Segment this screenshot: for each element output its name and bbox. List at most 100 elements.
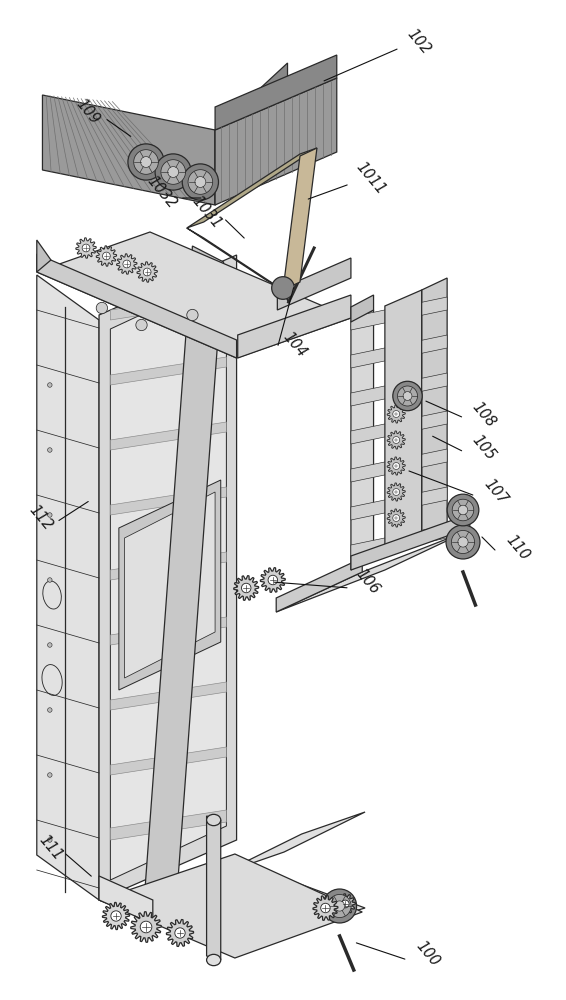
Polygon shape [207, 816, 221, 960]
Polygon shape [166, 920, 194, 946]
Circle shape [123, 260, 131, 268]
Text: 109: 109 [73, 97, 102, 127]
Polygon shape [37, 254, 237, 358]
Polygon shape [387, 457, 405, 475]
Circle shape [82, 244, 90, 252]
Polygon shape [110, 487, 226, 515]
Polygon shape [283, 148, 317, 290]
Polygon shape [99, 854, 362, 958]
Polygon shape [99, 255, 237, 900]
Polygon shape [351, 373, 447, 406]
Circle shape [140, 157, 152, 167]
Circle shape [393, 489, 400, 495]
Circle shape [272, 277, 294, 299]
Polygon shape [351, 487, 447, 520]
Polygon shape [42, 95, 215, 205]
Polygon shape [37, 275, 99, 900]
Polygon shape [229, 918, 284, 948]
Circle shape [155, 154, 191, 190]
Circle shape [134, 150, 158, 174]
Polygon shape [125, 492, 215, 678]
Polygon shape [351, 411, 447, 444]
Circle shape [48, 383, 52, 387]
Polygon shape [110, 275, 226, 880]
Polygon shape [37, 232, 351, 358]
Circle shape [341, 900, 349, 908]
Text: 1011: 1011 [353, 159, 388, 197]
Polygon shape [385, 290, 422, 554]
Polygon shape [117, 254, 137, 274]
Circle shape [175, 928, 185, 938]
Polygon shape [187, 148, 317, 228]
Polygon shape [137, 262, 157, 282]
Text: 111: 111 [36, 833, 66, 863]
Polygon shape [110, 552, 226, 580]
Polygon shape [260, 568, 285, 592]
Circle shape [48, 578, 52, 582]
Circle shape [242, 583, 251, 593]
Ellipse shape [207, 954, 221, 966]
Ellipse shape [207, 814, 221, 826]
Polygon shape [215, 55, 337, 130]
Text: 100: 100 [413, 939, 442, 969]
Circle shape [48, 773, 52, 777]
Circle shape [397, 386, 418, 406]
Polygon shape [119, 480, 221, 690]
Circle shape [161, 160, 186, 184]
Polygon shape [110, 357, 226, 385]
Polygon shape [99, 876, 153, 924]
Circle shape [48, 448, 52, 452]
Polygon shape [313, 896, 338, 920]
Polygon shape [276, 558, 362, 612]
Circle shape [393, 437, 400, 443]
Polygon shape [37, 240, 51, 272]
Circle shape [195, 177, 206, 187]
Circle shape [393, 381, 422, 411]
Circle shape [143, 268, 151, 276]
Circle shape [48, 708, 52, 712]
Circle shape [187, 309, 198, 321]
Circle shape [140, 921, 152, 933]
Polygon shape [351, 310, 374, 570]
Circle shape [328, 894, 351, 918]
Text: 1031: 1031 [189, 193, 224, 231]
Circle shape [321, 903, 330, 913]
Circle shape [452, 499, 474, 521]
Circle shape [452, 530, 474, 554]
Polygon shape [110, 810, 226, 840]
Circle shape [446, 525, 480, 559]
Text: 107: 107 [481, 477, 510, 507]
Text: 105: 105 [469, 433, 499, 463]
Text: 110: 110 [503, 533, 533, 563]
Polygon shape [234, 576, 259, 600]
Circle shape [111, 911, 121, 921]
Text: 102: 102 [404, 27, 434, 57]
Circle shape [188, 170, 213, 194]
Circle shape [102, 252, 110, 260]
Polygon shape [422, 278, 447, 538]
Polygon shape [351, 449, 447, 482]
Polygon shape [215, 78, 337, 205]
Text: 1032: 1032 [144, 173, 179, 211]
Polygon shape [276, 530, 470, 612]
Polygon shape [387, 405, 405, 423]
Polygon shape [335, 894, 355, 914]
Circle shape [393, 463, 400, 469]
Polygon shape [351, 525, 447, 558]
Polygon shape [387, 431, 405, 449]
Text: 112: 112 [26, 503, 55, 533]
Polygon shape [110, 422, 226, 450]
Circle shape [48, 513, 52, 517]
Text: 106: 106 [353, 567, 383, 597]
Circle shape [323, 889, 357, 923]
Circle shape [136, 319, 147, 331]
Polygon shape [215, 63, 288, 205]
Circle shape [48, 643, 52, 647]
Circle shape [458, 505, 468, 515]
Circle shape [48, 838, 52, 842]
Circle shape [335, 901, 345, 911]
Polygon shape [110, 617, 226, 645]
Polygon shape [99, 888, 229, 948]
Polygon shape [351, 297, 447, 330]
Polygon shape [187, 228, 283, 290]
